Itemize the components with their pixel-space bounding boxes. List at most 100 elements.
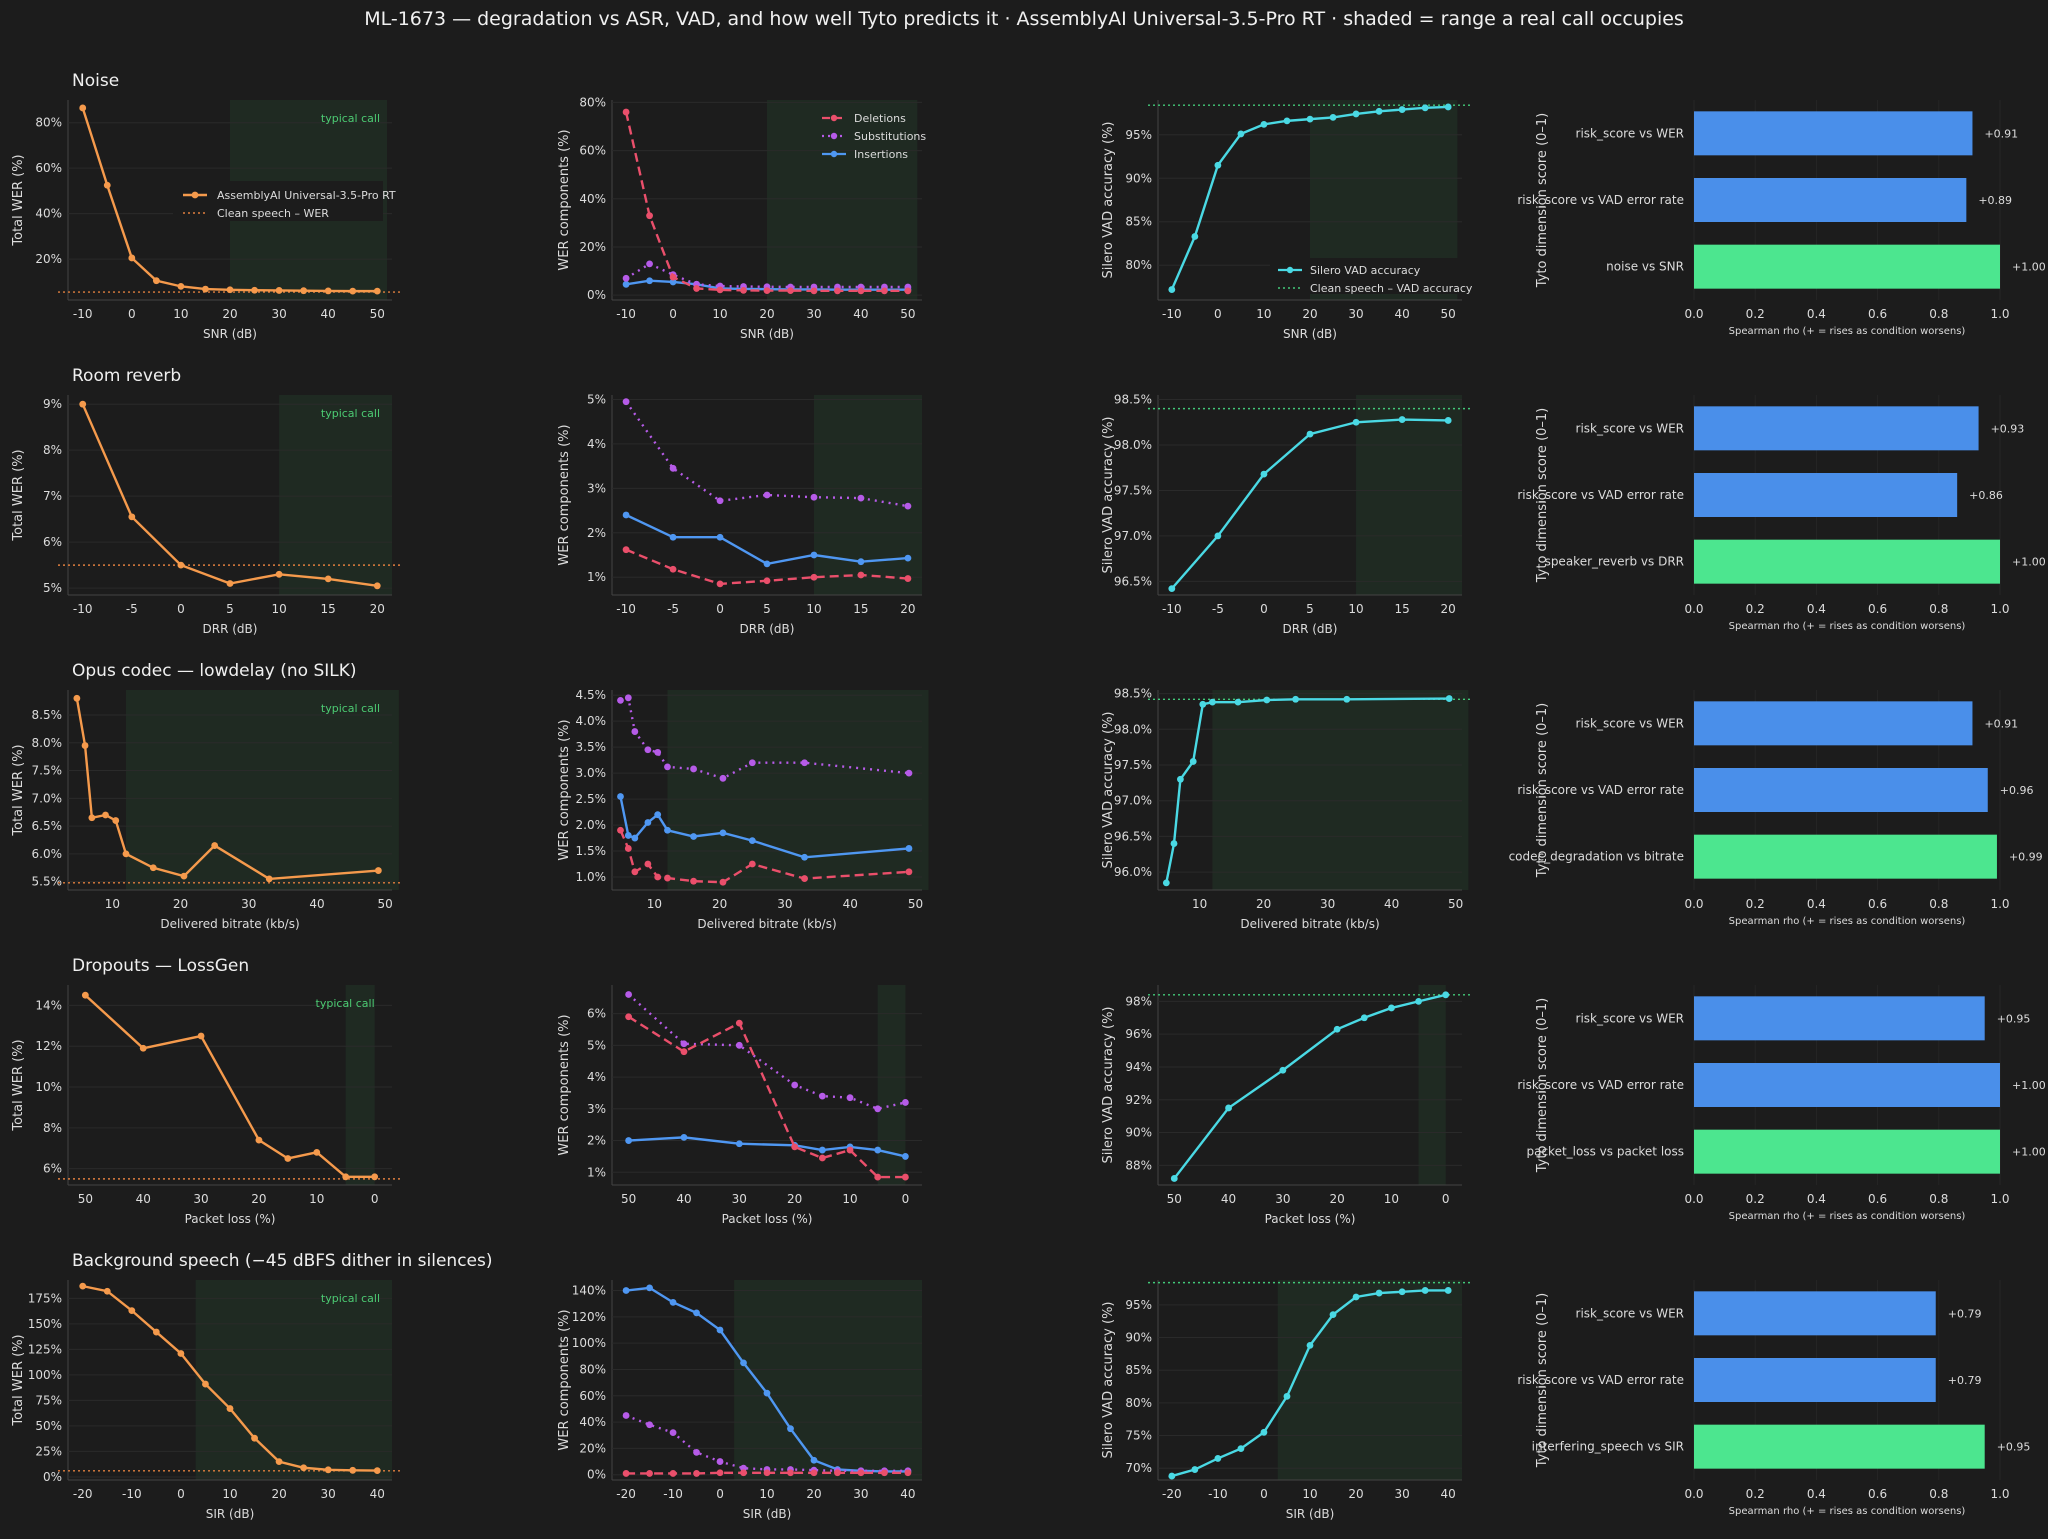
- y-tick-label: 0%: [587, 1468, 606, 1482]
- deletions-point: [810, 287, 818, 295]
- substitutions-point: [904, 502, 912, 510]
- y-tick-label: 60%: [35, 161, 62, 175]
- x-tick-label: -10: [1162, 307, 1182, 321]
- vad-accuracy-point: [1329, 113, 1337, 121]
- x-tick-label: 40: [370, 1487, 385, 1501]
- x-tick-label: 30: [321, 1487, 336, 1501]
- x-tick-label: 1.0: [1990, 602, 2009, 616]
- vad-accuracy-point: [1415, 997, 1422, 1005]
- insertions-point: [664, 826, 671, 834]
- x-axis-label: DRR (dB): [740, 622, 795, 636]
- substitutions-point: [857, 494, 865, 502]
- legend-swatch-dot: [830, 114, 838, 122]
- x-tick-label: -10: [616, 602, 636, 616]
- y-tick-label: 75%: [1125, 1429, 1152, 1443]
- vad-accuracy-point: [1283, 1392, 1291, 1400]
- insertions-point: [646, 277, 653, 285]
- x-tick-label: 40: [1384, 897, 1399, 911]
- deletions-point: [818, 1154, 826, 1162]
- x-axis-label: Spearman rho (+ = rises as condition wor…: [1729, 1211, 1966, 1222]
- bar-label: risk_score vs VAD error rate: [1517, 488, 1684, 502]
- y-tick-label: 80%: [1125, 258, 1152, 272]
- row-title: Dropouts — LossGen: [72, 956, 249, 976]
- x-tick-label: 20: [251, 1192, 266, 1206]
- typical-call-shade: [1277, 1280, 1462, 1480]
- bar-value-label: +0.79: [1948, 1307, 1982, 1320]
- y-axis-label: Tyto dimension score (0–1): [1535, 998, 1550, 1174]
- deletions-point: [763, 1469, 771, 1477]
- x-tick-label: 0.4: [1807, 602, 1826, 616]
- vad-accuracy-point: [1260, 470, 1268, 478]
- panel-vad: [1157, 985, 1462, 1186]
- total-wer-point: [177, 282, 185, 290]
- deletions-point: [693, 285, 700, 292]
- y-tick-label: 8%: [43, 1121, 62, 1135]
- total-wer-point: [79, 104, 87, 112]
- bar-label: risk_score vs WER: [1576, 716, 1684, 730]
- x-tick-label: 0: [128, 307, 136, 321]
- deletions-point: [716, 580, 724, 588]
- panel-wer: [67, 985, 392, 1186]
- y-axis-label: Total WER (%): [11, 154, 26, 246]
- x-tick-label: 10: [1384, 1192, 1399, 1206]
- y-tick-label: 1%: [587, 570, 606, 584]
- bar-value-label: +0.89: [1978, 194, 2012, 207]
- total-wer-point: [251, 286, 258, 294]
- x-tick-label: 0.0: [1684, 1487, 1703, 1501]
- typical-call-shade: [279, 395, 392, 595]
- legend-label: Clean speech – WER: [217, 207, 329, 220]
- legend-box: [1270, 258, 1470, 294]
- vad-accuracy-point: [1398, 106, 1406, 113]
- x-axis-label: DRR (dB): [1283, 622, 1338, 636]
- substitutions-point: [646, 1421, 653, 1429]
- x-tick-label: 0.2: [1746, 307, 1765, 321]
- row-title: Background speech (−45 dBFS dither in si…: [72, 1251, 493, 1271]
- vad-accuracy-point: [1360, 1014, 1368, 1022]
- y-tick-label: 20%: [579, 1441, 606, 1455]
- total-wer-point: [373, 1467, 381, 1475]
- total-wer-point: [103, 1287, 111, 1295]
- x-tick-label: -10: [663, 1487, 683, 1501]
- deletions-point: [624, 845, 632, 852]
- x-tick-label: -10: [122, 1487, 142, 1501]
- substitutions-point: [716, 1458, 724, 1465]
- x-tick-label: 0.0: [1684, 897, 1703, 911]
- vad-accuracy-point: [1352, 418, 1360, 426]
- y-tick-label: 25%: [35, 1444, 62, 1458]
- y-tick-label: 5%: [587, 1038, 606, 1052]
- x-tick-label: 0.8: [1929, 1192, 1948, 1206]
- x-tick-label: 20: [900, 602, 915, 616]
- y-tick-label: 97.0%: [1114, 529, 1152, 543]
- vad-accuracy-point: [1162, 879, 1170, 887]
- bar-value-label: +0.95: [1997, 1441, 2031, 1454]
- deletions-point: [904, 287, 912, 295]
- total-wer-point: [128, 1307, 136, 1315]
- y-tick-label: 90%: [1125, 1126, 1152, 1140]
- x-tick-label: 30: [853, 1487, 868, 1501]
- deletions-point: [810, 573, 818, 581]
- x-tick-label: 30: [732, 1192, 747, 1206]
- y-axis-label: WER components (%): [557, 719, 572, 860]
- y-tick-label: 96.5%: [1114, 574, 1152, 588]
- x-tick-label: -10: [73, 307, 93, 321]
- x-tick-label: 40: [853, 307, 868, 321]
- vad-accuracy-point: [1168, 286, 1176, 293]
- x-axis-label: Packet loss (%): [1265, 1212, 1356, 1226]
- y-tick-label: 50%: [35, 1419, 62, 1433]
- y-axis-label: Total WER (%): [11, 1039, 26, 1131]
- vad-accuracy-point: [1343, 695, 1351, 703]
- insertions-point: [801, 853, 808, 861]
- vad-accuracy-point: [1214, 532, 1222, 540]
- y-tick-label: 100%: [28, 1368, 62, 1382]
- insertions-point: [716, 1326, 724, 1334]
- deletions-point: [631, 868, 639, 876]
- x-axis-label: Packet loss (%): [185, 1212, 276, 1226]
- y-tick-label: 6%: [587, 1007, 606, 1021]
- y-axis-label: Silero VAD accuracy (%): [1101, 122, 1116, 279]
- panel-wer: [67, 395, 392, 596]
- substitutions-point: [680, 1040, 688, 1048]
- substitutions-point: [690, 765, 697, 773]
- x-tick-label: 30: [806, 307, 821, 321]
- y-tick-label: 98.0%: [1114, 438, 1152, 452]
- x-tick-label: 50: [1448, 897, 1463, 911]
